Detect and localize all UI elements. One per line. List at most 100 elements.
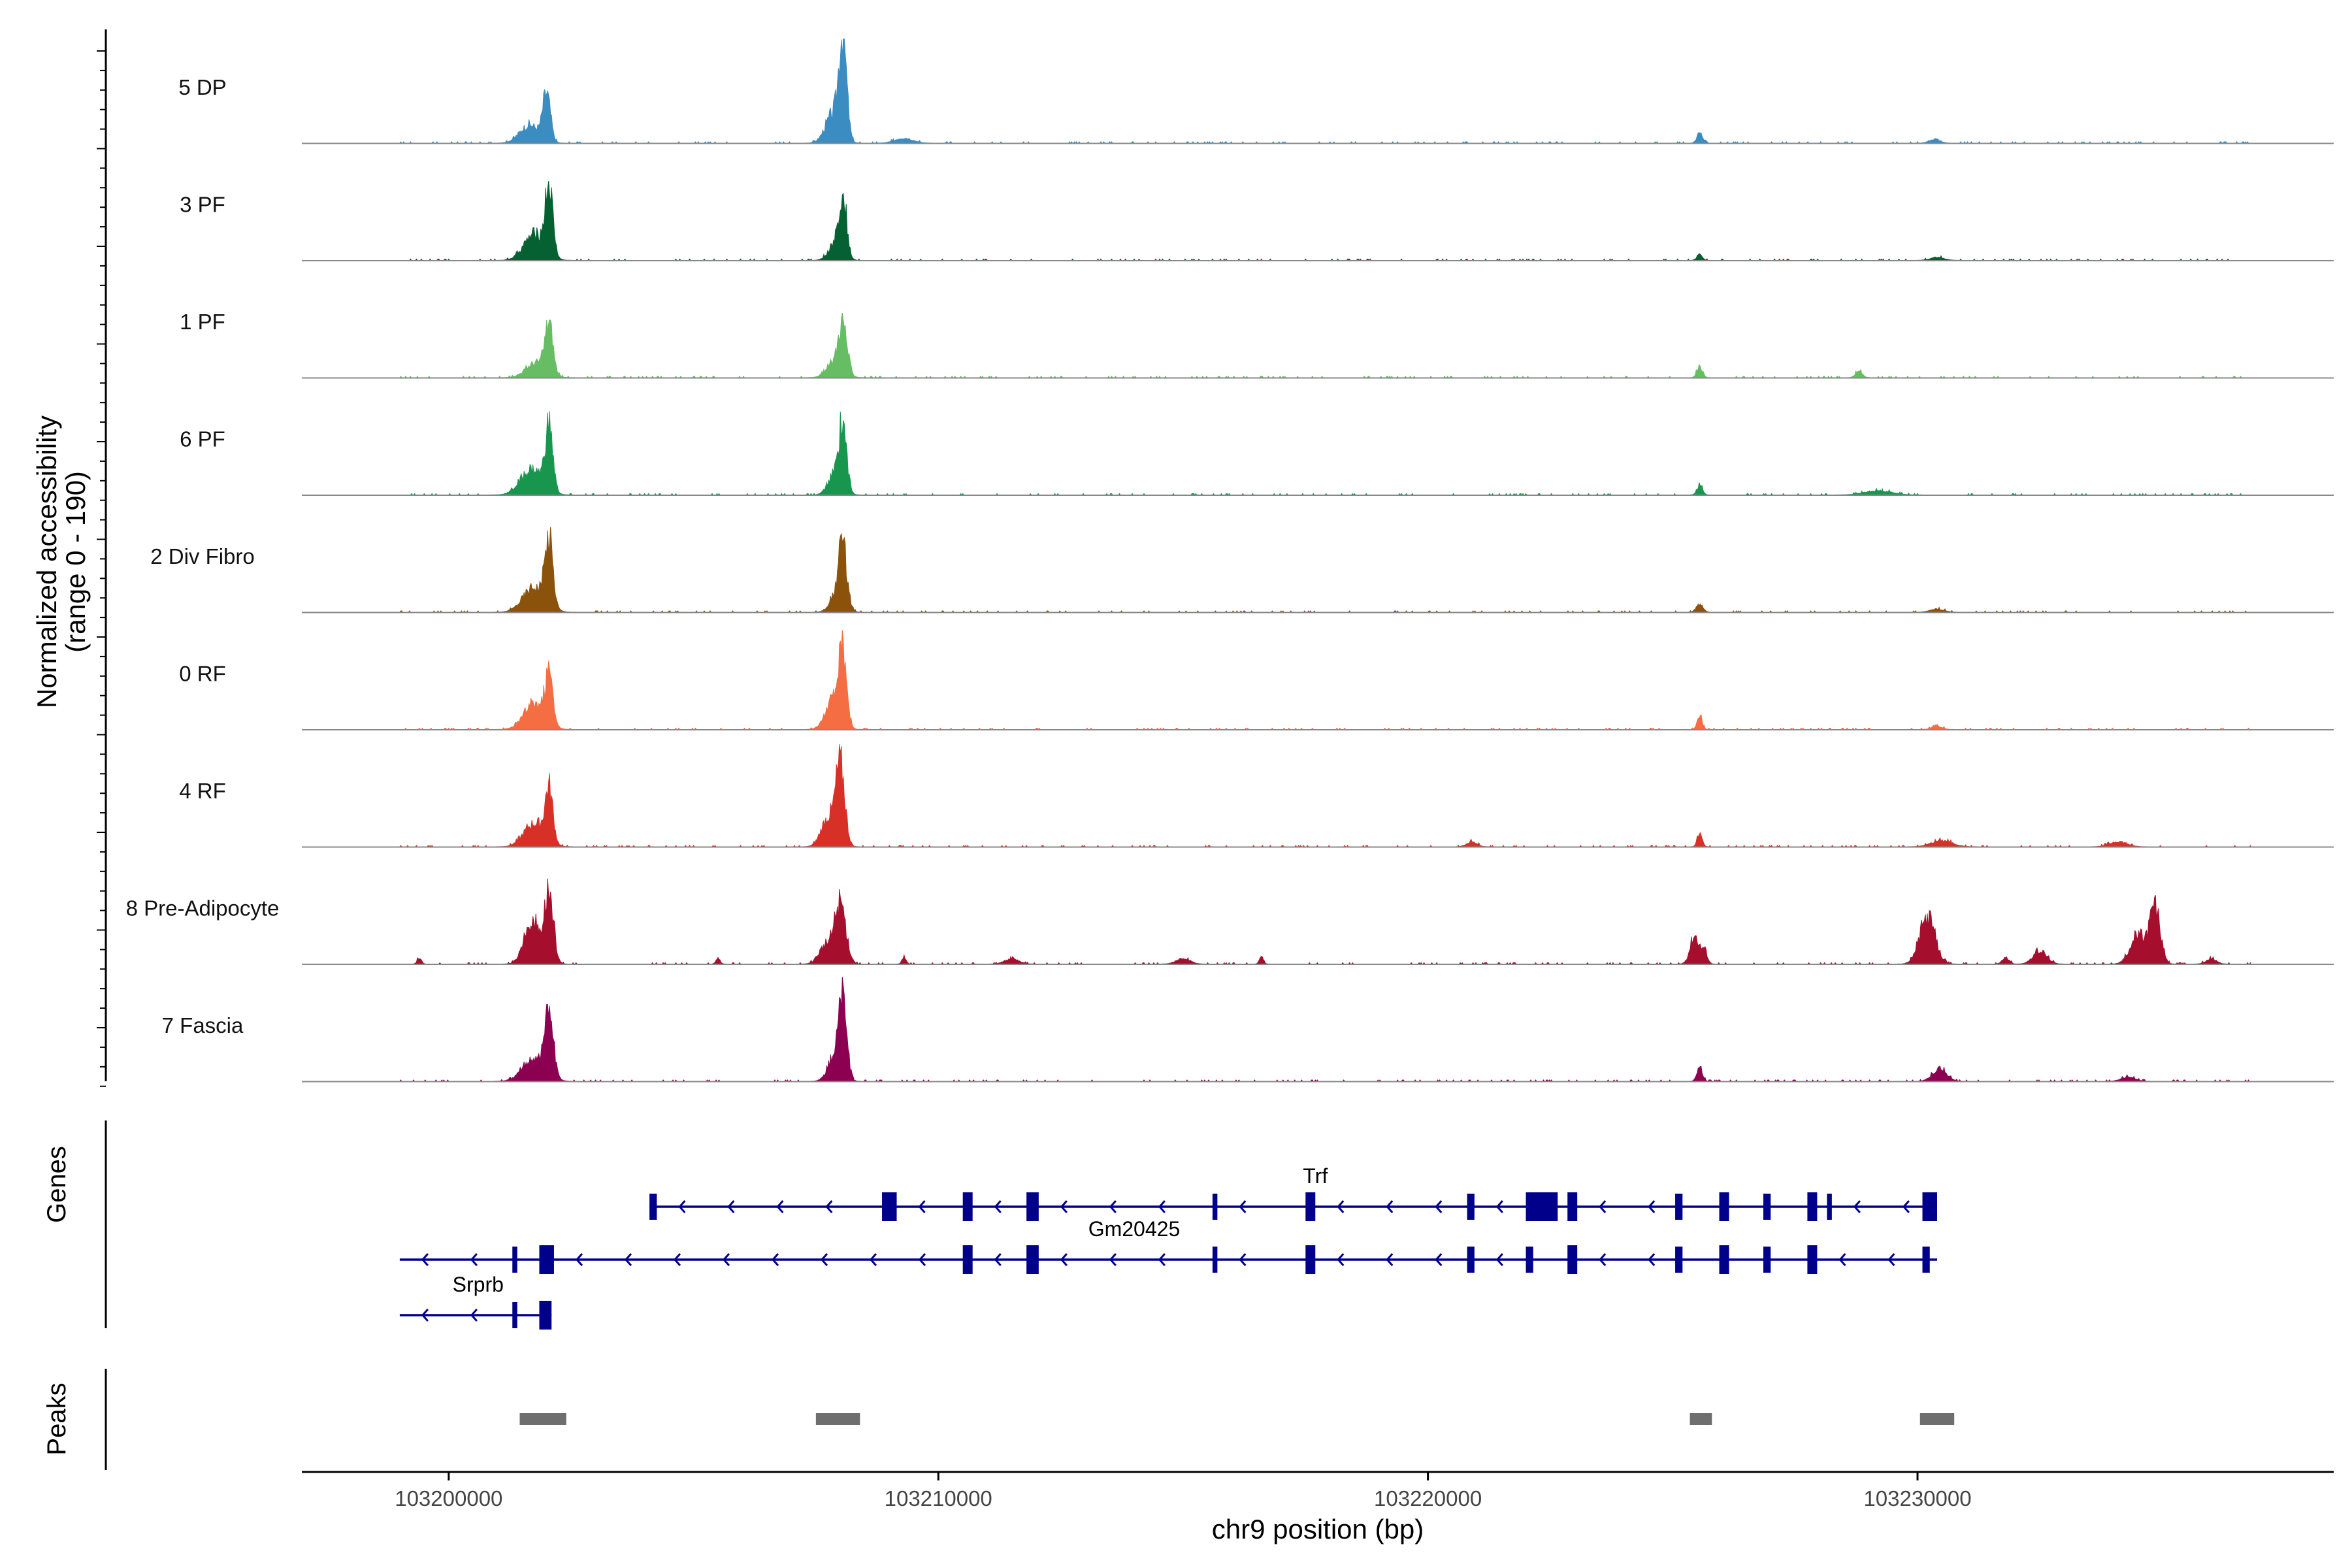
- strand-chevron: [673, 1253, 681, 1266]
- strand-chevron: [1648, 1200, 1656, 1213]
- peak-region: [519, 1413, 566, 1425]
- exon: [649, 1194, 657, 1220]
- peak-regions: [519, 1413, 1955, 1425]
- strand-chevron: [1386, 1200, 1394, 1213]
- gene-gm20425: Gm20425: [399, 1217, 1937, 1274]
- coverage-area: [399, 411, 2251, 496]
- strand-chevron: [1887, 1253, 1895, 1266]
- strand-chevron: [1060, 1200, 1068, 1213]
- gene-label: Gm20425: [1088, 1217, 1181, 1241]
- peak-region: [815, 1413, 860, 1425]
- exon: [1567, 1192, 1578, 1221]
- strand-chevron: [1853, 1200, 1861, 1213]
- x-tick-label: 103230000: [1863, 1486, 1971, 1511]
- exon: [1763, 1194, 1771, 1220]
- strand-chevron: [1109, 1200, 1117, 1213]
- coverage-area: [399, 878, 2251, 965]
- exon: [1026, 1245, 1039, 1274]
- y-axis-title: Normalized accessibility (range 0 - 190): [31, 416, 91, 708]
- peaks-panel-title: Peaks: [42, 1382, 71, 1455]
- exon: [1922, 1247, 1930, 1273]
- strand-chevron: [470, 1253, 478, 1266]
- gene-label: Trf: [1303, 1164, 1328, 1188]
- gene-label: Srprb: [453, 1273, 504, 1296]
- track-6-pf: 6 PF: [180, 411, 2334, 496]
- strand-chevron: [1337, 1253, 1345, 1266]
- track-1-pf: 1 PF: [180, 310, 2334, 379]
- exon: [512, 1302, 517, 1328]
- strand-chevron: [1599, 1200, 1607, 1213]
- strand-chevron: [678, 1200, 686, 1213]
- strand-chevron: [1838, 1253, 1846, 1266]
- x-axis-title: chr9 position (bp): [1212, 1514, 1424, 1544]
- exon: [1567, 1245, 1578, 1274]
- strand-chevron: [421, 1309, 429, 1322]
- exon: [1675, 1247, 1683, 1273]
- coverage-tracks: 5 DP 3 PF 1 PF 6 PF 2 Div Fibro 0 RF 4 RF 8 Pre…: [126, 39, 2334, 1083]
- strand-chevron: [1599, 1253, 1607, 1266]
- exon: [1526, 1192, 1558, 1221]
- strand-chevron: [1435, 1200, 1443, 1213]
- track-label: 3 PF: [180, 193, 225, 217]
- gene-srprb: Srprb: [399, 1273, 552, 1330]
- strand-chevron: [727, 1200, 735, 1213]
- track-4-rf: 4 RF: [179, 744, 2334, 848]
- strand-chevron: [820, 1253, 828, 1266]
- x-tick-label: 103220000: [1374, 1486, 1482, 1511]
- strand-chevron: [1495, 1253, 1503, 1266]
- strand-chevron: [1158, 1253, 1166, 1266]
- coverage-area: [399, 977, 2251, 1082]
- exon: [1719, 1245, 1729, 1274]
- track-label: 2 Div Fibro: [150, 544, 255, 568]
- strand-chevron: [771, 1253, 779, 1266]
- strand-chevron: [1239, 1200, 1247, 1213]
- track-5-dp: 5 DP: [178, 39, 2334, 144]
- exon: [1212, 1247, 1218, 1273]
- exon: [1763, 1247, 1771, 1273]
- strand-chevron: [575, 1253, 583, 1266]
- exon: [539, 1245, 554, 1274]
- exon: [962, 1245, 973, 1274]
- exon: [1719, 1192, 1729, 1221]
- exon: [1675, 1194, 1683, 1220]
- y-axis-title-line-1: Normalized accessibility: [31, 416, 62, 708]
- strand-chevron: [1902, 1200, 1910, 1213]
- strand-chevron: [1435, 1253, 1443, 1266]
- coverage-area: [399, 181, 2251, 261]
- strand-chevron: [825, 1200, 833, 1213]
- strand-chevron: [722, 1253, 730, 1266]
- gene-trf: Trf: [649, 1164, 1937, 1221]
- strand-chevron: [918, 1253, 926, 1266]
- track-label: 4 RF: [179, 779, 226, 803]
- track-2-div-fibro: 2 Div Fibro: [150, 527, 2334, 613]
- track-label: 1 PF: [180, 310, 225, 334]
- strand-chevron: [869, 1253, 877, 1266]
- x-tick-label: 103210000: [885, 1486, 992, 1511]
- strand-chevron: [994, 1200, 1002, 1213]
- strand-chevron: [918, 1200, 926, 1213]
- strand-chevron: [1337, 1200, 1345, 1213]
- track-label: 7 Fascia: [162, 1013, 244, 1037]
- track-7-fascia: 7 Fascia: [162, 977, 2334, 1083]
- x-axis-ticks: 103200000 103210000 103220000 103230000: [395, 1472, 1972, 1511]
- strand-chevron: [1648, 1253, 1656, 1266]
- strand-chevron: [1158, 1200, 1166, 1213]
- exon: [1526, 1247, 1533, 1273]
- exon: [539, 1301, 552, 1330]
- exon: [1467, 1194, 1475, 1220]
- exon: [1212, 1194, 1218, 1220]
- strand-chevron: [1386, 1253, 1394, 1266]
- exon: [1467, 1247, 1475, 1273]
- exon: [962, 1192, 973, 1221]
- track-label: 5 DP: [178, 75, 226, 99]
- track-0-rf: 0 RF: [179, 630, 2334, 730]
- track-label: 6 PF: [180, 427, 225, 451]
- track-3-pf: 3 PF: [180, 181, 2334, 261]
- coverage-area: [399, 630, 2251, 730]
- exon: [1026, 1192, 1039, 1221]
- x-tick-label: 103200000: [395, 1486, 502, 1511]
- exon: [1807, 1192, 1818, 1221]
- strand-chevron: [1239, 1253, 1247, 1266]
- track-label: 0 RF: [179, 662, 226, 686]
